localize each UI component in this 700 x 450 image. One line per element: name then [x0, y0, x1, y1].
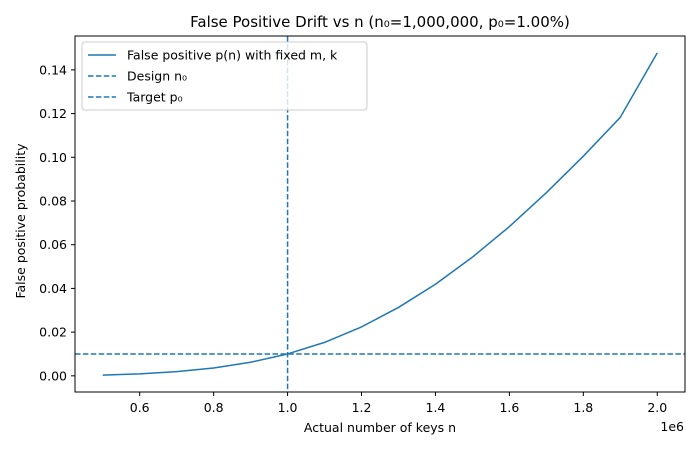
legend-label-curve: False positive p(n) with fixed m, k	[127, 48, 338, 63]
x-tick-label: 1.0	[278, 400, 298, 415]
x-axis-offset-label: 1e6	[660, 419, 684, 434]
x-tick-label: 1.8	[573, 400, 593, 415]
y-tick-label: 0.02	[39, 325, 67, 340]
y-tick-label: 0.10	[39, 150, 67, 165]
x-axis-ticks: 0.6 0.8 1.0 1.2 1.4 1.6 1.8 2.0	[130, 392, 667, 415]
y-axis-label: False positive probability	[13, 143, 28, 299]
y-tick-label: 0.08	[39, 193, 67, 208]
chart-title: False Positive Drift vs n (n₀=1,000,000,…	[190, 13, 570, 31]
y-tick-label: 0.14	[39, 62, 67, 77]
axes-frame	[74, 35, 686, 393]
legend-box	[81, 41, 368, 111]
y-tick-label: 0.12	[39, 106, 67, 121]
legend: False positive p(n) with fixed m, k Desi…	[81, 41, 368, 111]
y-axis-ticks: 0.00 0.02 0.04 0.06 0.08 0.10 0.12 0.14	[39, 62, 75, 383]
x-tick-label: 2.0	[647, 400, 667, 415]
legend-label-target-p0: Target p₀	[126, 90, 183, 105]
false-positive-curve	[102, 52, 658, 376]
x-tick-label: 0.8	[204, 400, 224, 415]
x-tick-label: 1.4	[426, 400, 446, 415]
x-tick-label: 0.6	[130, 400, 150, 415]
y-tick-label: 0.00	[39, 368, 67, 383]
x-axis-label: Actual number of keys n	[304, 420, 456, 435]
y-tick-label: 0.06	[39, 237, 67, 252]
x-tick-label: 1.6	[499, 400, 519, 415]
legend-label-design-n0: Design n₀	[127, 69, 187, 84]
x-tick-label: 1.2	[352, 400, 372, 415]
y-tick-label: 0.04	[39, 281, 67, 296]
